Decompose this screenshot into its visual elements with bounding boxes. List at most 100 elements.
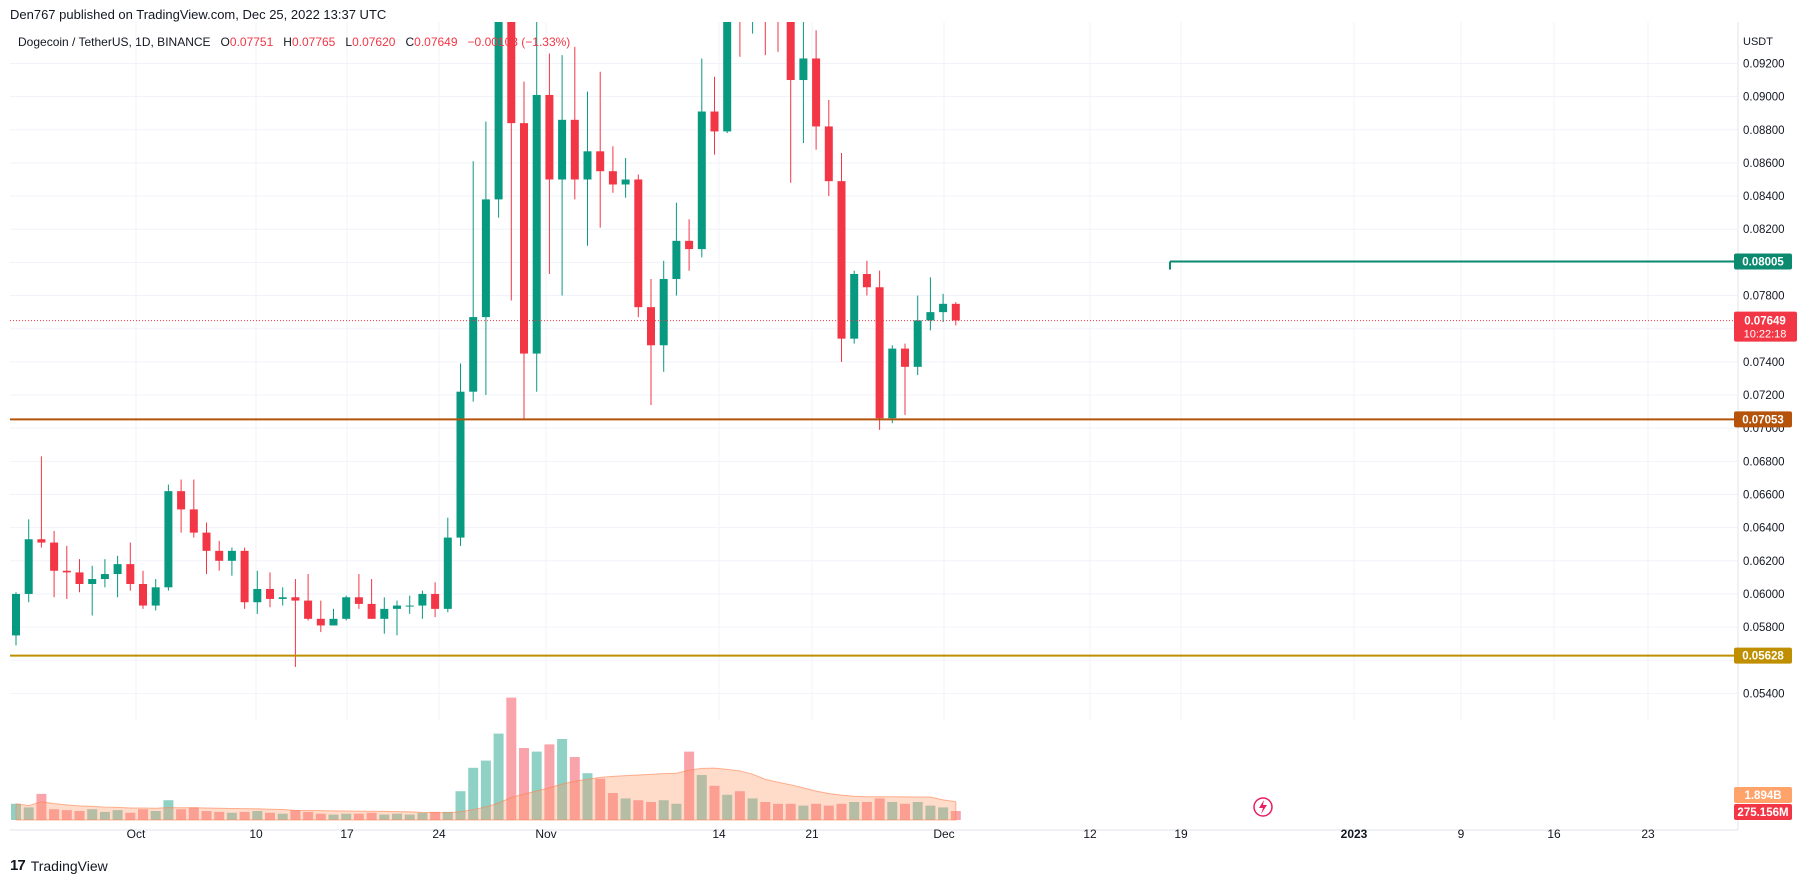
price-tick-label: 0.06800 [1743,456,1785,468]
candle-body [24,539,33,594]
volume-bar [836,803,847,820]
candle-body [913,320,922,367]
volume-bar [620,798,631,820]
candle-body [240,550,249,603]
legend-o-label: O [220,35,230,49]
candle-body [354,597,363,604]
candle [329,608,338,626]
candle-body [316,618,325,626]
volume-bar [74,811,85,820]
volume-bar [226,812,237,820]
candle-body [875,287,884,419]
price-tick-label: 0.05800 [1743,622,1785,634]
candle [291,579,300,667]
candle-body [862,273,871,288]
legend-l-value: 0.07620 [352,35,396,49]
candle-body [164,491,173,588]
date-tick-label: Oct [127,827,146,841]
candle [189,479,198,538]
candle-body [202,532,211,551]
volume-bar [315,813,326,820]
volume-bar [265,812,275,820]
resistance-badge: 0.08005 [1734,253,1792,270]
last-price-text: 0.07649 [1744,316,1786,328]
candle-body [304,600,313,619]
candle-body [367,603,376,619]
volume-bar [696,775,707,820]
candle [253,570,262,614]
candle [62,545,71,599]
candle-body [443,537,452,609]
tradingview-brand: TradingView [30,857,108,874]
candle-body [812,58,821,127]
price-tick-label: 0.07800 [1743,291,1785,303]
candle [777,22,779,52]
candle [202,522,211,575]
candle [659,260,668,372]
volume-bar [163,800,174,820]
candle-body [596,151,605,172]
candle-body [608,171,617,185]
candle [12,592,20,646]
volume-bar [290,810,301,820]
date-tick-label: 14 [712,827,726,841]
volume-ma-badge: 1.894B [1734,787,1792,803]
price-tick-label: 0.09200 [1743,58,1785,70]
lightning-icon-bolt [1259,800,1267,814]
volume-bar [188,807,199,820]
candle-body [126,564,135,585]
price-tick-label: 0.06200 [1743,556,1785,568]
price-tick-label: 0.09000 [1743,92,1785,104]
candle [354,574,363,609]
candle [799,22,808,144]
volume-bar [722,794,733,820]
candle [24,519,33,603]
price-tick-label: 0.05400 [1743,688,1785,700]
legend-l-label: L [345,35,353,49]
candle-body [227,550,236,561]
volume-bar [480,760,491,820]
candle [151,579,160,611]
candle [405,595,414,614]
publisher-line: Den767 published on TradingView.com, Dec… [10,7,387,22]
candle [764,22,766,56]
candle [532,22,541,392]
candle [697,58,706,258]
volume-bar [417,812,428,820]
candle-body [431,593,440,609]
volume-bar [671,803,682,820]
price-tick-label: 0.07400 [1743,357,1785,369]
candle [342,595,351,621]
candle-body [558,119,567,180]
date-tick-label: 2023 [1341,827,1368,841]
candle [278,587,287,606]
candle [570,46,579,200]
candle-body [50,542,59,571]
candle-body [507,22,516,124]
legend-change: −0.00103 (−1.33%) [467,35,571,49]
candle [634,174,643,318]
candle-body [494,22,503,200]
volume-bar [493,733,504,820]
legend-c-label: C [405,35,415,49]
countdown-text: 10:22:18 [1744,329,1787,341]
support-1-badge: 0.07053 [1734,411,1792,428]
volume-bar [201,811,212,820]
candle-body [405,605,414,607]
volume-bar [658,800,669,820]
tradingview-logo[interactable]: 17 TradingView [10,857,108,874]
candle-body [532,94,541,354]
volume-ma-band [15,767,957,821]
candle [469,161,478,402]
volume-bar [861,802,872,820]
candle [126,542,135,591]
legend-h-label: H [283,35,292,49]
legend-h-value: 0.07765 [291,35,336,49]
volume-bar [557,739,568,820]
volume-ma-badge-bg [1734,787,1792,803]
candle-body [329,618,338,626]
support-2-badge: 0.05628 [1734,647,1792,664]
candle [739,22,741,57]
